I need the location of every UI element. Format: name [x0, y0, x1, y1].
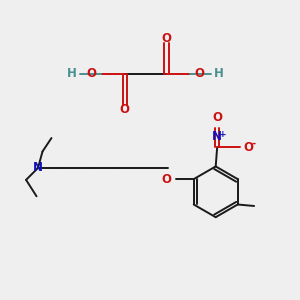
Text: -: - — [251, 138, 256, 148]
Text: N: N — [33, 161, 43, 174]
Text: O: O — [161, 32, 171, 45]
Text: O: O — [120, 103, 130, 116]
Text: O: O — [162, 172, 172, 186]
Text: O: O — [87, 68, 97, 80]
Text: N: N — [212, 130, 222, 143]
Text: O: O — [194, 68, 204, 80]
Text: H: H — [67, 68, 77, 80]
Text: O: O — [244, 140, 254, 154]
Text: O: O — [212, 111, 222, 124]
Text: H: H — [214, 68, 224, 80]
Text: +: + — [219, 130, 226, 139]
